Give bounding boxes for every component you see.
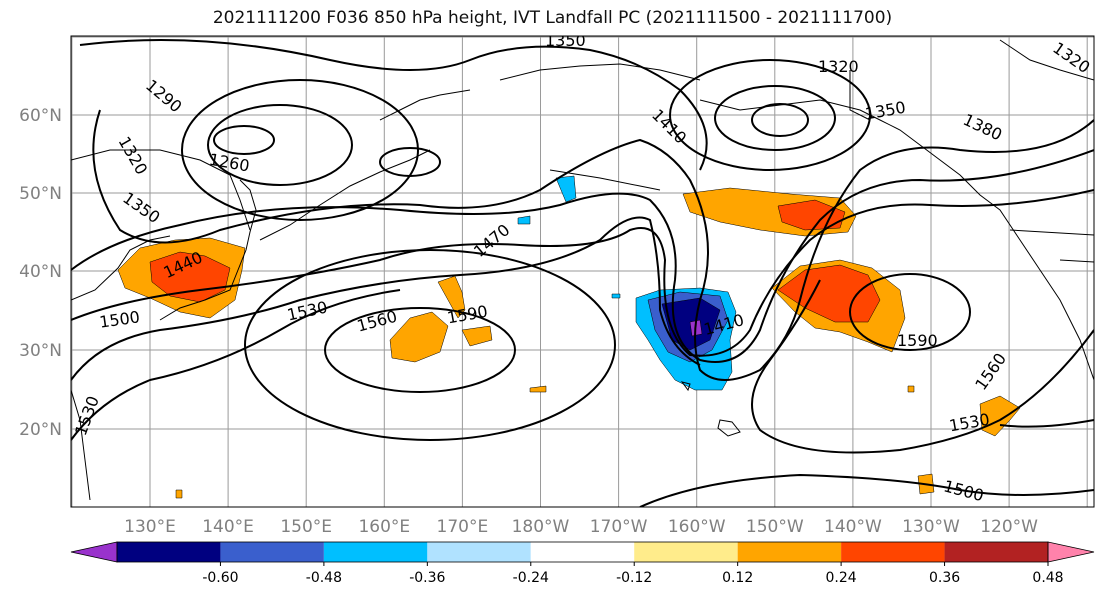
longitude-label: 130°W (902, 517, 960, 537)
longitude-label: 180°W (512, 517, 570, 537)
contour-label: 1350 (545, 31, 586, 50)
latitude-label: 20°N (19, 420, 62, 440)
colorbar-tick-label: 0.36 (929, 570, 960, 586)
longitude-label: 160°W (668, 517, 726, 537)
longitude-label: 170°W (590, 517, 648, 537)
longitude-label: 120°W (980, 517, 1038, 537)
colorbar-tick-label: 0.12 (722, 570, 753, 586)
latitude-label: 50°N (19, 184, 62, 204)
longitude-label: 140°W (824, 517, 882, 537)
height-contours (71, 39, 1094, 507)
colorbar-segment (220, 542, 324, 562)
colorbar-tick-label: 0.48 (1032, 570, 1063, 586)
latitude-label: 60°N (19, 106, 62, 126)
colorbar-tick-label: -0.36 (409, 570, 445, 586)
colorbar: -0.60 -0.48 -0.36 -0.24 -0.12 0.12 0.24 0.36 0.4… (70, 541, 1095, 586)
contour-label: 1590 (897, 331, 938, 350)
colorbar-segment (427, 542, 531, 562)
colorbar-tick-label: -0.12 (616, 570, 652, 586)
longitude-label: 140°E (202, 517, 254, 537)
colorbar-tick-label: -0.24 (513, 570, 549, 586)
colorbar-segment (117, 542, 221, 562)
longitude-label: 150°E (280, 517, 332, 537)
longitude-label: 160°E (358, 517, 410, 537)
colorbar-segment (944, 542, 1048, 562)
longitude-label: 150°W (746, 517, 804, 537)
colorbar-segment (530, 542, 635, 562)
colorbar-segment (737, 542, 842, 562)
latitude-label: 40°N (19, 262, 62, 282)
coastlines (71, 39, 1094, 501)
longitude-label: 170°E (437, 517, 489, 537)
colorbar-segment (634, 542, 738, 562)
colorbar-extend-low (70, 541, 118, 563)
colorbar-tick-label: -0.48 (306, 570, 342, 586)
colorbar-segment (323, 542, 428, 562)
colorbar-tick-label: -0.60 (202, 570, 238, 586)
longitude-label: 130°E (124, 517, 176, 537)
map-title: 2021111200 F036 850 hPa height, IVT Land… (212, 8, 893, 28)
colorbar-tick-label: 0.24 (826, 570, 857, 586)
map-frame (70, 35, 1095, 508)
latitude-labels: 60°N 50°N 40°N 30°N 20°N (19, 106, 62, 440)
contour-label: 1320 (818, 57, 859, 76)
colorbar-segment (841, 542, 945, 562)
latitude-label: 30°N (19, 341, 62, 361)
longitude-labels: 130°E 140°E 150°E 160°E 170°E 180°W 170°W 160°W… (124, 517, 1038, 537)
colorbar-extend-high (1047, 541, 1095, 563)
colorbar-outline (116, 541, 1049, 563)
